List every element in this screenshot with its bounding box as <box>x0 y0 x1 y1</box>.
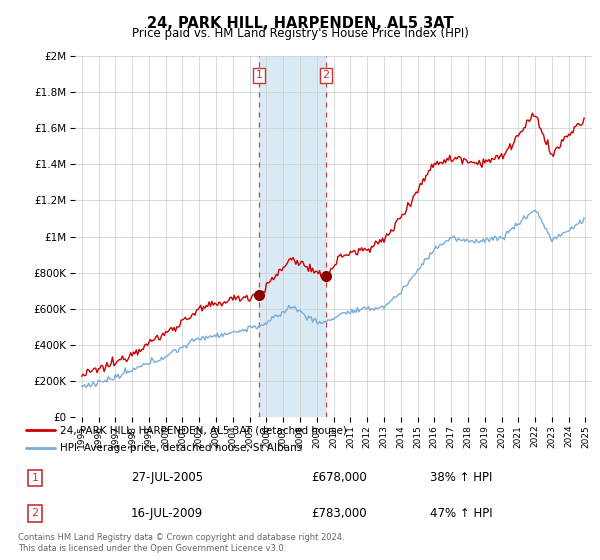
Text: 1: 1 <box>31 473 38 483</box>
Text: 16-JUL-2009: 16-JUL-2009 <box>131 507 203 520</box>
Text: 38% ↑ HPI: 38% ↑ HPI <box>430 472 492 484</box>
Text: 1: 1 <box>256 71 263 81</box>
Text: Price paid vs. HM Land Registry's House Price Index (HPI): Price paid vs. HM Land Registry's House … <box>131 27 469 40</box>
Text: 24, PARK HILL, HARPENDEN, AL5 3AT (detached house): 24, PARK HILL, HARPENDEN, AL5 3AT (detac… <box>60 425 347 435</box>
Text: 24, PARK HILL, HARPENDEN, AL5 3AT: 24, PARK HILL, HARPENDEN, AL5 3AT <box>146 16 454 31</box>
Text: Contains HM Land Registry data © Crown copyright and database right 2024.
This d: Contains HM Land Registry data © Crown c… <box>18 533 344 553</box>
Text: 47% ↑ HPI: 47% ↑ HPI <box>430 507 493 520</box>
Text: £678,000: £678,000 <box>311 472 367 484</box>
Text: 2: 2 <box>322 71 329 81</box>
Text: 2: 2 <box>31 508 38 518</box>
Text: £783,000: £783,000 <box>311 507 367 520</box>
Text: HPI: Average price, detached house, St Albans: HPI: Average price, detached house, St A… <box>60 444 302 454</box>
Text: 27-JUL-2005: 27-JUL-2005 <box>131 472 203 484</box>
Bar <box>259 56 326 417</box>
